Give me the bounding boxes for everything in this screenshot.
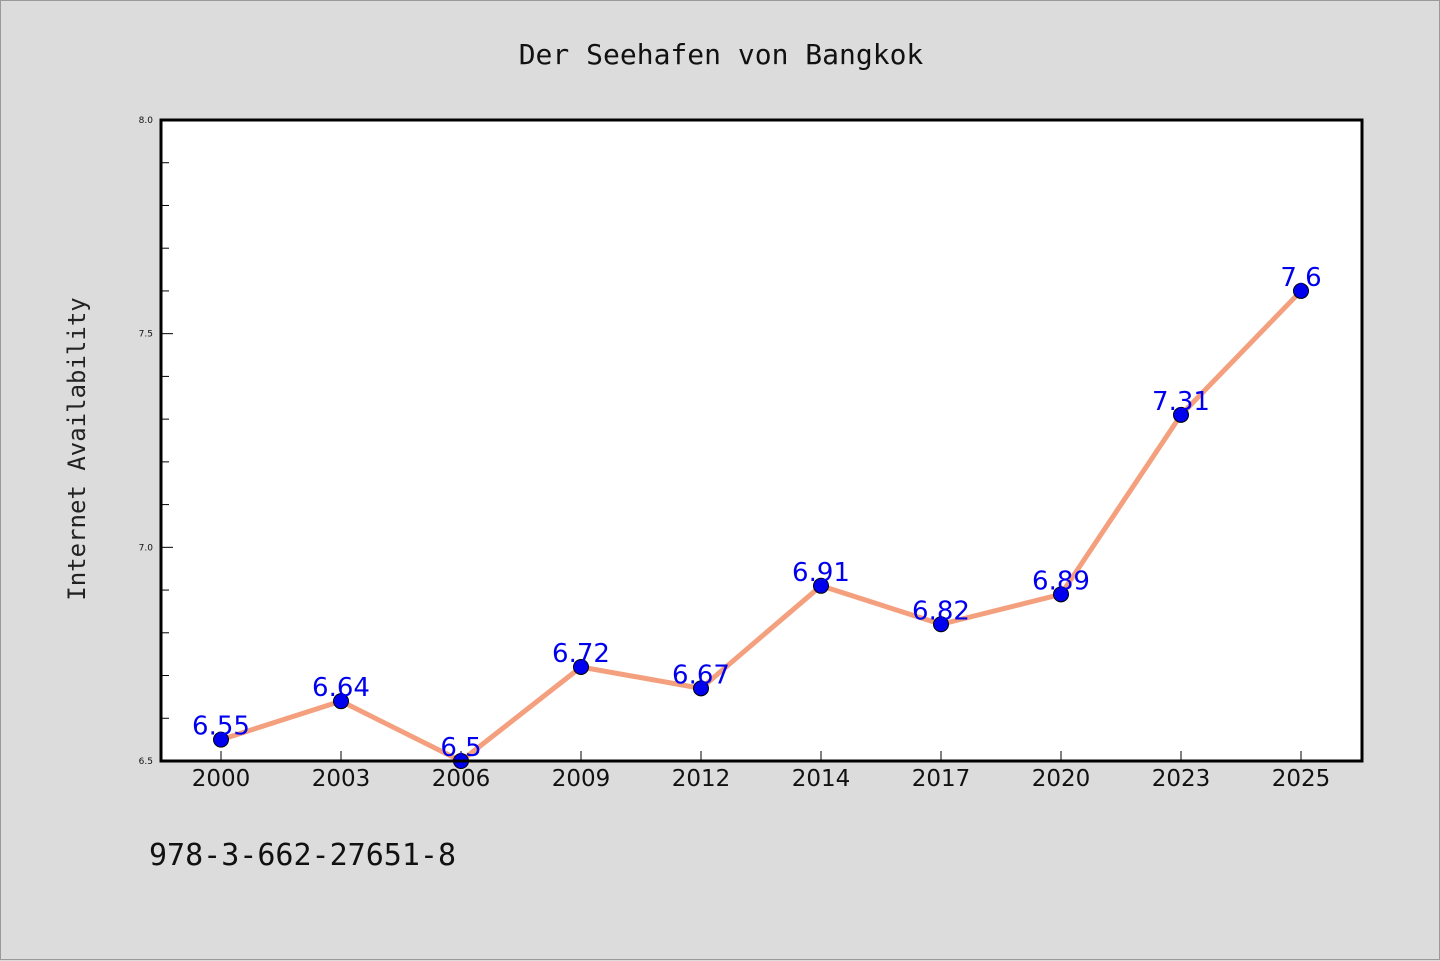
x-tick-label: 2014	[792, 766, 851, 792]
x-tick-label: 2006	[432, 766, 491, 792]
data-label: 6.5	[440, 733, 481, 763]
y-axis-tick-labels: 6.5 7.0 7.5 8.0	[139, 116, 154, 767]
series-point	[333, 693, 349, 710]
data-label: 7.31	[1152, 387, 1210, 417]
series-point	[933, 616, 949, 633]
x-tick-label: 2017	[912, 766, 971, 792]
series-point	[573, 658, 589, 675]
data-label: 6.91	[792, 558, 850, 588]
series-point	[1293, 282, 1309, 299]
x-tick-label: 2025	[1272, 766, 1331, 792]
plot-frame	[159, 118, 1364, 763]
series-line-segment	[338, 698, 464, 764]
series-point	[1053, 586, 1069, 603]
series-line-segment	[1058, 412, 1184, 597]
footer-isbn: 978-3-662-27651-8	[149, 838, 456, 873]
data-label: 7.6	[1280, 263, 1321, 293]
plot-area	[161, 120, 1362, 761]
x-tick-label: 2012	[672, 766, 731, 792]
data-label: 6.82	[912, 596, 970, 626]
data-label: 6.55	[192, 712, 250, 742]
x-tick-label: 2009	[552, 766, 611, 792]
x-tick-label: 2020	[1032, 766, 1091, 792]
series-line-segment	[578, 664, 704, 691]
series-line-segment	[1178, 288, 1304, 418]
data-label: 6.89	[1032, 566, 1090, 596]
y-axis-label: Internet Availability	[63, 297, 91, 600]
x-tick-label: 2003	[312, 766, 371, 792]
x-tick-label: 2000	[192, 766, 251, 792]
x-tick-label: 2023	[1152, 766, 1211, 792]
series-line-segment	[938, 591, 1064, 627]
series-lines	[218, 288, 1304, 764]
series-line-segment	[458, 664, 584, 764]
series-point	[693, 680, 709, 697]
series-point	[213, 731, 229, 748]
data-label: 6.72	[552, 639, 610, 669]
series-line-segment	[218, 698, 344, 743]
chart-title: Der Seehafen von Bangkok	[519, 38, 924, 71]
data-labels: 6.55 6.64 6.5 6.72 6.67 6.91 6.82 6.89 7.31 7.6	[192, 263, 1322, 763]
y-tick-label: 7.5	[139, 330, 153, 340]
series-point	[813, 577, 829, 594]
series-line-segment	[818, 583, 944, 627]
y-tick-label: 7.0	[139, 543, 154, 553]
series-point	[1173, 406, 1189, 423]
y-tick-label: 6.5	[139, 757, 153, 767]
x-axis-tick-labels: 2000 2003 2006 2009 2012 2014 2017 2020 2023 2025	[192, 766, 1331, 792]
y-tick-label: 8.0	[139, 116, 154, 126]
data-label: 6.67	[672, 660, 730, 690]
series-line-segment	[698, 583, 824, 691]
data-label: 6.64	[312, 673, 370, 703]
